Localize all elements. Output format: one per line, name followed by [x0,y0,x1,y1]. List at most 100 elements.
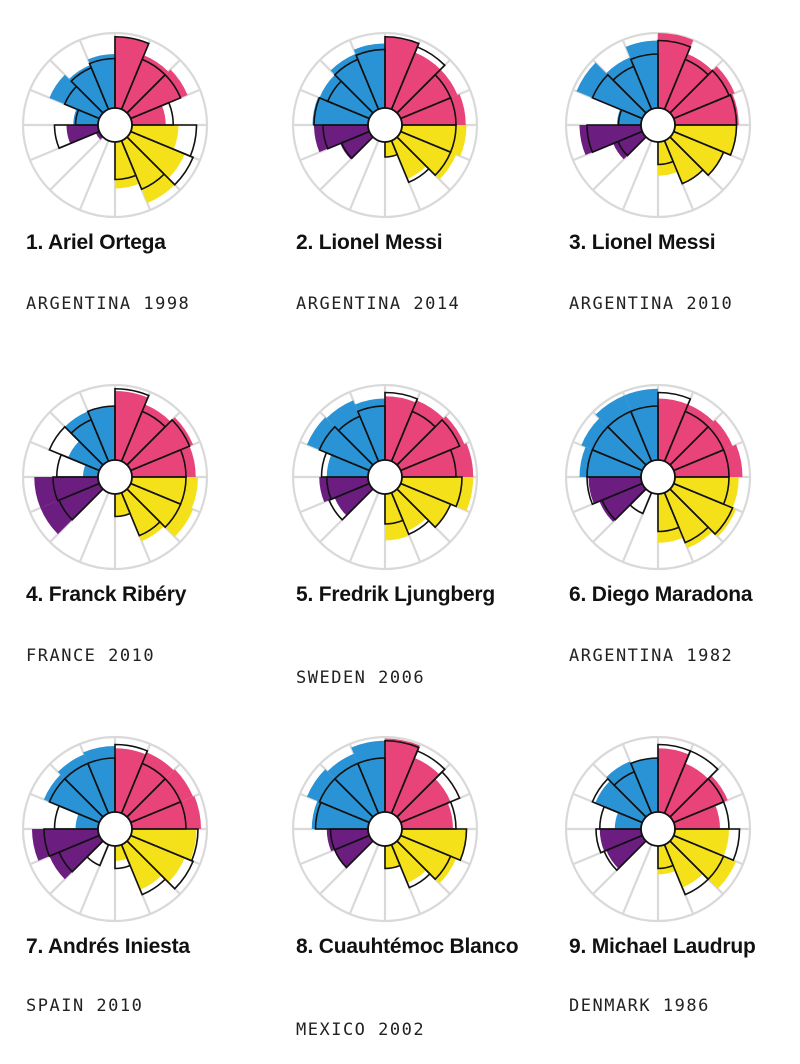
bar-attack [385,36,419,110]
player-name: 6. Diego Maradona [569,583,753,606]
center-hole [97,811,133,847]
player-name: 3. Lionel Messi [569,231,716,254]
bar-attack [658,398,689,462]
bar-creativity [64,411,109,465]
bar-attack [130,796,201,829]
player-card: 3. Lionel Messi [543,0,793,340]
bar-shooting [673,829,729,857]
bar-shooting [115,844,128,861]
bar-attack [400,802,453,829]
bar-attack [115,391,148,462]
bar-shooting [670,131,724,176]
bar-creativity [354,398,385,462]
bar-attack [127,69,188,119]
bar-creativity [68,441,103,471]
bar-defense [95,131,103,140]
player-card: 4. Franck Ribéry [0,352,250,692]
bar-creativity [595,395,652,465]
bar-creativity [49,74,103,119]
bar-shooting [400,125,467,157]
player-name: 5. Fredrik Ljungberg [296,583,496,606]
player-card: 8. Cuauhtémoc Blanco [270,704,520,1044]
bar-defense [613,131,646,160]
bar-shooting [127,131,185,179]
bar-attack [670,66,735,119]
bar-shooting [658,140,678,176]
bar-defense [588,477,643,504]
bar-attack [121,55,169,113]
bar-creativity [606,761,652,817]
bar-creativity [581,418,646,471]
bar-creativity [87,54,115,110]
player-card: 1. Ariel Ortega [0,0,250,340]
bar-attack [673,94,739,125]
bar-defense [66,125,100,144]
grid-spoke [348,140,380,211]
bar-creativity [306,769,373,823]
bar-defense [319,477,370,503]
bar-shooting [121,841,162,890]
player-card: 5. Fredrik Ljungberg [270,352,520,692]
bar-shooting [385,844,401,869]
team-year: ARGENTINA 1982 [569,646,734,666]
bar-creativity [614,812,643,829]
bar-shooting [127,835,185,883]
player-name: 4. Franck Ribéry [26,583,187,606]
bar-shooting [385,140,398,157]
bar-shooting [130,829,197,861]
bar-creativity [312,97,370,125]
bar-shooting [385,492,410,541]
player-card: 7. Andrés Iniesta [0,704,250,1044]
bar-attack [121,404,171,465]
bar-defense [606,835,646,869]
bar-creativity [606,57,652,113]
bar-attack [397,69,458,119]
team-year: ARGENTINA 2010 [569,294,734,314]
radial-chart [21,383,209,571]
bar-shooting [664,841,703,888]
bar-attack [115,748,146,814]
bar-shooting [130,125,179,150]
bar-attack [130,105,166,125]
bar-shooting [391,489,427,531]
bar-defense [326,829,370,852]
bar-creativity [311,800,370,829]
bar-attack [127,769,194,823]
bar-defense [40,483,103,535]
bar-defense [314,125,370,153]
grid-spoke [621,140,653,211]
bar-shooting [658,492,684,543]
player-name: 8. Cuauhtémoc Blanco [296,935,519,958]
bar-creativity [83,464,100,477]
player-name: 7. Andrés Iniesta [26,935,190,958]
bar-creativity [326,454,370,477]
radial-chart [564,383,752,571]
radial-chart [291,735,479,923]
grid-spoke [49,136,104,191]
bar-attack [121,752,174,817]
bar-attack [673,805,720,829]
team-year: DENMARK 1986 [569,996,710,1016]
bar-attack [385,396,416,462]
bar-attack [391,52,441,113]
bar-attack [391,757,440,817]
center-hole [97,107,133,143]
bar-attack [391,400,444,465]
bar-shooting [121,137,175,204]
bar-shooting [400,477,474,511]
bar-creativity [326,400,379,465]
bar-creativity [87,406,115,462]
grid-spoke [348,492,380,563]
bar-shooting [397,483,451,528]
bar-defense [334,835,373,868]
bar-attack [658,33,694,110]
bar-attack [670,775,728,823]
bar-defense [34,477,100,508]
center-hole [97,459,133,495]
radial-chart [21,735,209,923]
bar-attack [664,763,709,817]
team-year: SWEDEN 2006 [296,668,426,688]
player-card: 6. Diego Maradona [543,352,793,692]
player-card: 9. Michael Laudrup [543,704,793,1044]
